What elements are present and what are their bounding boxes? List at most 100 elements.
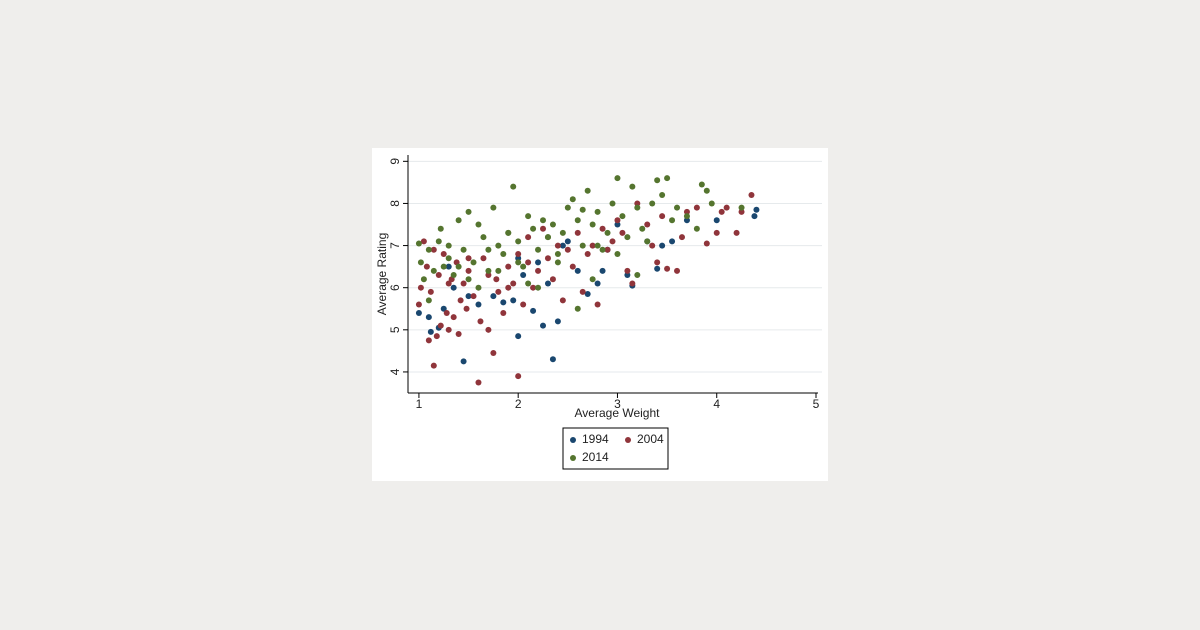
- point: [530, 225, 537, 232]
- point: [609, 238, 616, 245]
- point: [425, 337, 432, 344]
- point: [430, 267, 437, 274]
- point: [495, 267, 502, 274]
- point: [738, 208, 745, 215]
- point: [579, 242, 586, 249]
- point: [569, 263, 576, 270]
- point: [535, 267, 542, 274]
- point: [634, 200, 641, 207]
- point: [435, 238, 442, 245]
- point: [540, 225, 547, 232]
- x-tick-label: 4: [713, 397, 720, 411]
- point: [460, 358, 467, 365]
- point: [703, 240, 710, 247]
- point: [703, 187, 710, 194]
- point: [674, 267, 681, 274]
- point: [614, 217, 621, 224]
- legend-label: 1994: [582, 432, 609, 446]
- legend-marker: [625, 437, 631, 443]
- point: [535, 259, 542, 266]
- point: [425, 314, 432, 321]
- point: [604, 246, 611, 253]
- point: [733, 229, 740, 236]
- point: [639, 225, 646, 232]
- point: [669, 217, 676, 224]
- point: [540, 322, 547, 329]
- point: [599, 267, 606, 274]
- point: [624, 272, 631, 279]
- point: [644, 238, 651, 245]
- point: [619, 229, 626, 236]
- point: [460, 246, 467, 253]
- point: [450, 272, 457, 279]
- point: [440, 263, 447, 270]
- point: [649, 200, 656, 207]
- point: [654, 177, 661, 184]
- point: [644, 221, 651, 228]
- point: [490, 204, 497, 211]
- point: [559, 229, 566, 236]
- point: [455, 331, 462, 338]
- point: [554, 318, 561, 325]
- point: [415, 309, 422, 316]
- point: [515, 255, 522, 262]
- point: [713, 229, 720, 236]
- point: [485, 246, 492, 253]
- point: [465, 208, 472, 215]
- point: [609, 200, 616, 207]
- point: [485, 272, 492, 279]
- point: [574, 305, 581, 312]
- point: [505, 229, 512, 236]
- point: [490, 293, 497, 300]
- point: [574, 267, 581, 274]
- point: [579, 288, 586, 295]
- point: [525, 259, 532, 266]
- point: [624, 234, 631, 241]
- point: [594, 280, 601, 287]
- point: [430, 362, 437, 369]
- point: [480, 255, 487, 262]
- point: [425, 246, 432, 253]
- point: [520, 272, 527, 279]
- point: [515, 373, 522, 380]
- point: [525, 234, 532, 241]
- point: [584, 187, 591, 194]
- point: [549, 221, 556, 228]
- point: [443, 309, 450, 316]
- point: [515, 259, 522, 266]
- point: [510, 183, 517, 190]
- point: [748, 192, 755, 199]
- point: [450, 314, 457, 321]
- point: [495, 288, 502, 295]
- point: [420, 238, 427, 245]
- point: [433, 333, 440, 340]
- point: [589, 276, 596, 283]
- point: [485, 267, 492, 274]
- point: [430, 246, 437, 253]
- point: [698, 181, 705, 188]
- point: [505, 263, 512, 270]
- point: [589, 242, 596, 249]
- point: [649, 242, 656, 249]
- point: [540, 217, 547, 224]
- point: [470, 259, 477, 266]
- point: [493, 276, 500, 283]
- point: [589, 221, 596, 228]
- point: [574, 229, 581, 236]
- point: [445, 242, 452, 249]
- x-axis-title: Average Weight: [575, 406, 661, 420]
- point: [654, 265, 661, 272]
- point: [525, 213, 532, 220]
- point: [629, 183, 636, 190]
- point: [463, 305, 470, 312]
- point: [584, 250, 591, 257]
- y-tick-label: 6: [388, 284, 402, 291]
- point: [669, 238, 676, 245]
- point: [505, 284, 512, 291]
- point: [544, 234, 551, 241]
- point: [417, 259, 424, 266]
- legend-label: 2014: [582, 450, 609, 464]
- point: [440, 250, 447, 257]
- point: [614, 221, 621, 228]
